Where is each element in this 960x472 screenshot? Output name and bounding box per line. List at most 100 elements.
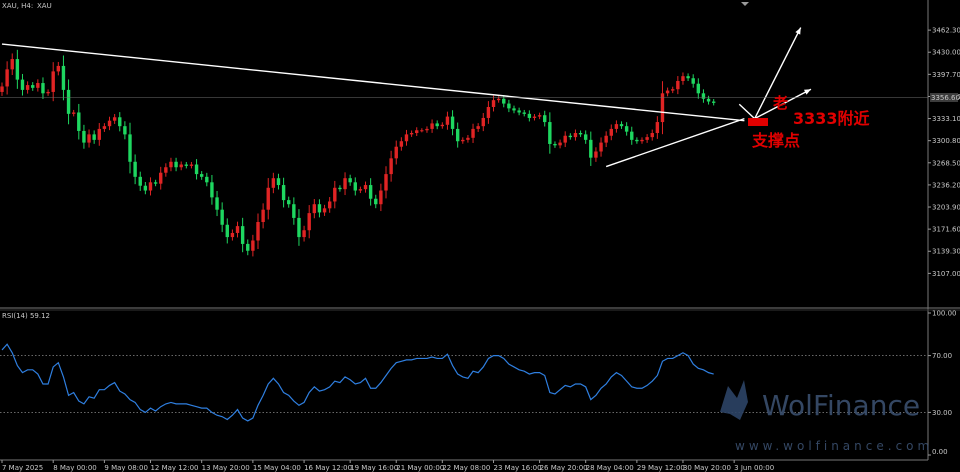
candle	[327, 201, 332, 209]
candle	[358, 189, 363, 191]
candle	[379, 190, 383, 205]
candle	[455, 128, 460, 142]
candle	[671, 89, 675, 91]
price-tick-label: 3333.10	[932, 115, 960, 123]
candle	[25, 85, 30, 90]
candle	[573, 133, 578, 138]
candle	[471, 128, 475, 138]
candle	[92, 134, 96, 140]
candle	[481, 117, 485, 127]
candle	[594, 151, 598, 158]
price-tick-label: 3430.00	[932, 49, 960, 57]
candle	[532, 116, 537, 118]
price-candles	[0, 49, 716, 257]
candle	[281, 185, 286, 201]
candle	[61, 65, 66, 90]
time-tick-label: 22 May 08:00	[442, 464, 490, 472]
candle	[517, 110, 521, 113]
candle	[36, 83, 40, 88]
candle	[507, 103, 511, 109]
symbol-label: XAU, H4:	[2, 2, 33, 10]
candle	[41, 83, 45, 94]
watermark-url: www.wolfinance.com	[735, 439, 933, 453]
candle	[440, 124, 445, 127]
trendline	[1, 43, 745, 122]
trendlines	[1, 27, 812, 168]
rsi-axis-ticks: 100.00 70.00 30.00 0.00	[928, 310, 957, 456]
price-tick-label: 3397.70	[932, 71, 960, 79]
candle	[604, 135, 608, 143]
candle	[159, 172, 163, 184]
price-tick-label: 3107.00	[932, 270, 960, 278]
candle	[31, 85, 35, 88]
time-tick-label: 26 May 20:00	[540, 464, 588, 472]
time-tick-label: 16 May 12:00	[304, 464, 352, 472]
symbol-title: XAU	[37, 2, 52, 10]
candle	[271, 178, 276, 188]
candle	[235, 226, 240, 233]
time-tick-label: 19 May 16:00	[350, 464, 398, 472]
candle	[578, 133, 583, 135]
candle	[338, 187, 342, 190]
candle	[297, 217, 301, 238]
candle	[353, 182, 357, 191]
candle	[409, 133, 414, 135]
time-axis-ticks: 7 May 2025 8 May 00:00 9 May 08:00 12 May 1…	[1, 460, 774, 472]
trendline	[754, 27, 802, 119]
candle	[184, 164, 189, 166]
time-tick-label: 21 May 00:00	[396, 464, 444, 472]
candle	[701, 93, 706, 99]
candle	[20, 79, 25, 90]
candle	[15, 59, 20, 80]
candle	[322, 208, 327, 213]
candle	[696, 83, 701, 94]
candle	[194, 164, 199, 175]
candle	[10, 59, 14, 70]
candle	[711, 101, 716, 103]
price-tick-label: 3268.50	[932, 159, 960, 167]
candle	[619, 124, 624, 127]
time-tick-label: 9 May 08:00	[104, 464, 148, 472]
candle	[425, 128, 429, 131]
candle	[415, 130, 419, 134]
candle	[153, 182, 158, 184]
rsi-tick-label: 0.00	[932, 448, 948, 456]
candle	[609, 128, 613, 136]
candle	[148, 182, 153, 191]
candle	[645, 137, 649, 140]
candle	[179, 164, 183, 168]
current-price-label: 3356.60	[931, 94, 960, 102]
candle	[630, 131, 634, 140]
candle	[138, 176, 142, 186]
candle	[230, 232, 235, 238]
candle	[589, 139, 593, 158]
candle	[107, 120, 112, 127]
price-tick-label: 3171.60	[932, 226, 960, 234]
candle	[655, 122, 660, 134]
time-tick-label: 12 May 12:00	[150, 464, 198, 472]
candle	[220, 209, 224, 225]
chart-shift-marker-icon	[741, 2, 749, 6]
candle	[51, 71, 55, 92]
candle	[199, 174, 204, 177]
time-tick-label: 7 May 2025	[2, 464, 43, 472]
candle	[112, 117, 117, 121]
candle	[522, 112, 526, 114]
candle	[512, 108, 516, 111]
candle	[0, 86, 4, 92]
candle	[348, 178, 352, 183]
candle	[118, 117, 122, 127]
candle	[333, 187, 337, 202]
rsi-line	[1, 343, 714, 422]
candle	[420, 130, 424, 132]
candle	[706, 98, 711, 102]
annotation-support-label: 支撑点	[751, 131, 800, 150]
candle	[445, 116, 450, 125]
candle	[496, 98, 501, 101]
candle	[189, 164, 194, 166]
candle	[97, 128, 101, 140]
rsi-series-line	[1, 343, 714, 422]
candle	[205, 176, 209, 183]
time-tick-label: 29 May 12:00	[637, 464, 685, 472]
candle	[553, 143, 557, 146]
